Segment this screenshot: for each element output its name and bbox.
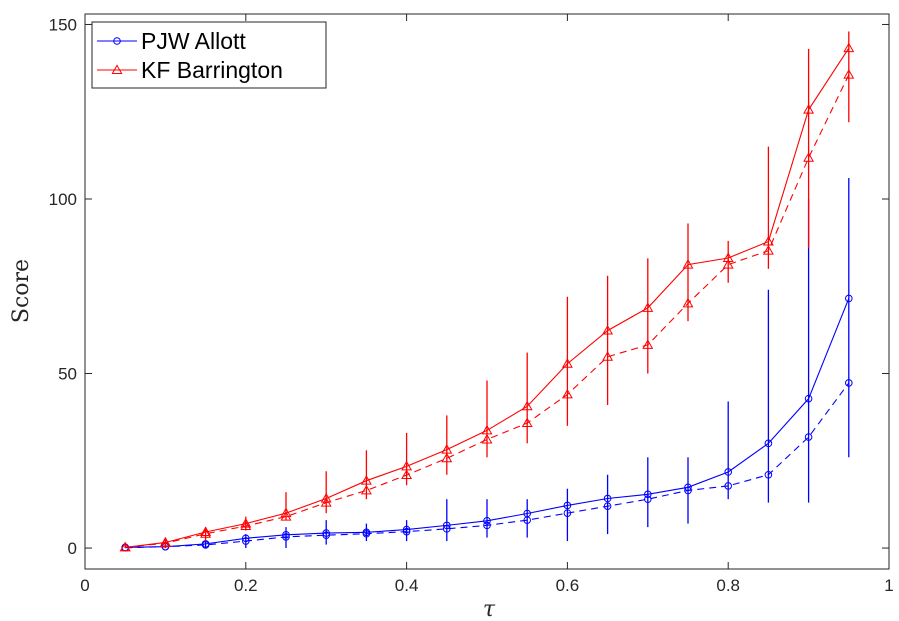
x-tick-label: 1 bbox=[884, 576, 893, 595]
data-point-solid bbox=[481, 424, 493, 435]
data-point-solid bbox=[602, 324, 614, 335]
data-point-solid bbox=[282, 530, 290, 539]
legend-marker bbox=[111, 64, 123, 74]
data-point-solid bbox=[722, 252, 734, 262]
y-tick-label: 0 bbox=[68, 539, 77, 558]
data-point-solid bbox=[521, 400, 533, 411]
data-point-dashed bbox=[401, 469, 413, 480]
data-point-dashed bbox=[322, 531, 331, 539]
legend-marker bbox=[113, 37, 121, 45]
series-layer bbox=[119, 31, 855, 552]
y-axis-title: Score bbox=[9, 259, 34, 323]
data-point-dashed bbox=[843, 69, 855, 79]
data-point-solid bbox=[443, 521, 451, 530]
x-tick-label: 0.2 bbox=[234, 576, 258, 595]
data-point-dashed bbox=[280, 511, 292, 521]
data-point-dashed bbox=[762, 245, 774, 255]
data-point-dashed bbox=[642, 339, 654, 349]
data-point-dashed bbox=[722, 259, 734, 269]
data-point-dashed bbox=[360, 484, 372, 495]
data-point-dashed bbox=[764, 470, 773, 479]
data-point-dashed bbox=[481, 433, 493, 444]
data-point-solid bbox=[441, 444, 453, 454]
data-point-dashed bbox=[402, 527, 411, 536]
data-point-solid bbox=[843, 42, 855, 53]
data-point-solid bbox=[240, 518, 252, 528]
data-point-dashed bbox=[602, 351, 614, 361]
plot-area-frame bbox=[84, 13, 890, 570]
series-line-solid bbox=[125, 47, 850, 548]
series-pjw-allott bbox=[121, 178, 853, 552]
data-point-solid bbox=[119, 541, 131, 552]
x-tick-label: 0 bbox=[80, 576, 89, 595]
legend-box bbox=[91, 21, 327, 89]
data-point-dashed bbox=[240, 520, 252, 531]
data-point-dashed bbox=[441, 452, 453, 463]
data-point-solid bbox=[644, 490, 652, 499]
data-point-solid bbox=[803, 104, 815, 114]
data-point-solid bbox=[320, 492, 332, 503]
data-point-dashed bbox=[684, 486, 692, 495]
x-tick-label: 0.8 bbox=[716, 576, 740, 595]
data-point-dashed bbox=[644, 495, 652, 503]
data-point-dashed bbox=[563, 509, 572, 517]
data-point-solid bbox=[724, 468, 733, 476]
data-point-solid bbox=[362, 528, 371, 537]
data-point-solid bbox=[360, 475, 372, 485]
data-point-solid bbox=[322, 529, 331, 537]
data-point-solid bbox=[762, 235, 774, 246]
data-point-dashed bbox=[682, 297, 694, 308]
data-point-solid bbox=[401, 460, 413, 471]
data-point-solid bbox=[159, 536, 171, 547]
x-axis-title: τ bbox=[483, 597, 496, 621]
series-kf-barrington bbox=[119, 31, 855, 552]
data-point-solid bbox=[200, 526, 212, 536]
data-point-dashed bbox=[561, 388, 573, 399]
data-point-solid bbox=[563, 501, 572, 510]
y-tick-label: 50 bbox=[58, 365, 77, 384]
data-point-solid bbox=[280, 507, 292, 518]
data-point-dashed bbox=[724, 482, 733, 490]
data-point-dashed bbox=[603, 502, 612, 510]
data-point-solid bbox=[242, 534, 250, 543]
y-tick-label: 150 bbox=[49, 15, 77, 34]
data-point-solid bbox=[804, 394, 813, 403]
legend-label: KF Barrington bbox=[141, 57, 283, 83]
data-point-solid bbox=[682, 259, 694, 269]
series-line-solid bbox=[125, 298, 850, 548]
x-tick-label: 0.4 bbox=[395, 576, 419, 595]
data-point-dashed bbox=[804, 433, 813, 441]
data-point-dashed bbox=[845, 379, 853, 387]
data-point-solid bbox=[684, 483, 692, 492]
data-point-dashed bbox=[803, 152, 815, 162]
axes: 0 0.2 0.4 0.6 0.8 1 0 50 100 150 bbox=[49, 14, 894, 595]
data-point-solid bbox=[764, 439, 773, 448]
series-line-dashed bbox=[125, 74, 850, 548]
legend: PJW Allott KF Barrington bbox=[91, 21, 327, 89]
data-point-dashed bbox=[521, 417, 533, 428]
data-point-solid bbox=[523, 509, 532, 518]
data-point-solid bbox=[402, 525, 411, 534]
data-point-dashed bbox=[242, 537, 250, 545]
data-point-solid bbox=[642, 302, 654, 312]
legend-label: PJW Allott bbox=[141, 28, 246, 54]
data-point-dashed bbox=[443, 525, 451, 533]
data-point-solid bbox=[845, 294, 853, 303]
data-point-solid bbox=[603, 494, 612, 503]
data-point-dashed bbox=[483, 521, 491, 530]
x-tick-label: 0.6 bbox=[556, 576, 580, 595]
y-tick-label: 100 bbox=[49, 190, 77, 209]
data-point-dashed bbox=[282, 533, 290, 541]
series-line-dashed bbox=[125, 382, 850, 549]
data-point-solid bbox=[483, 517, 491, 525]
data-point-solid bbox=[561, 358, 573, 368]
data-point-dashed bbox=[200, 528, 212, 538]
